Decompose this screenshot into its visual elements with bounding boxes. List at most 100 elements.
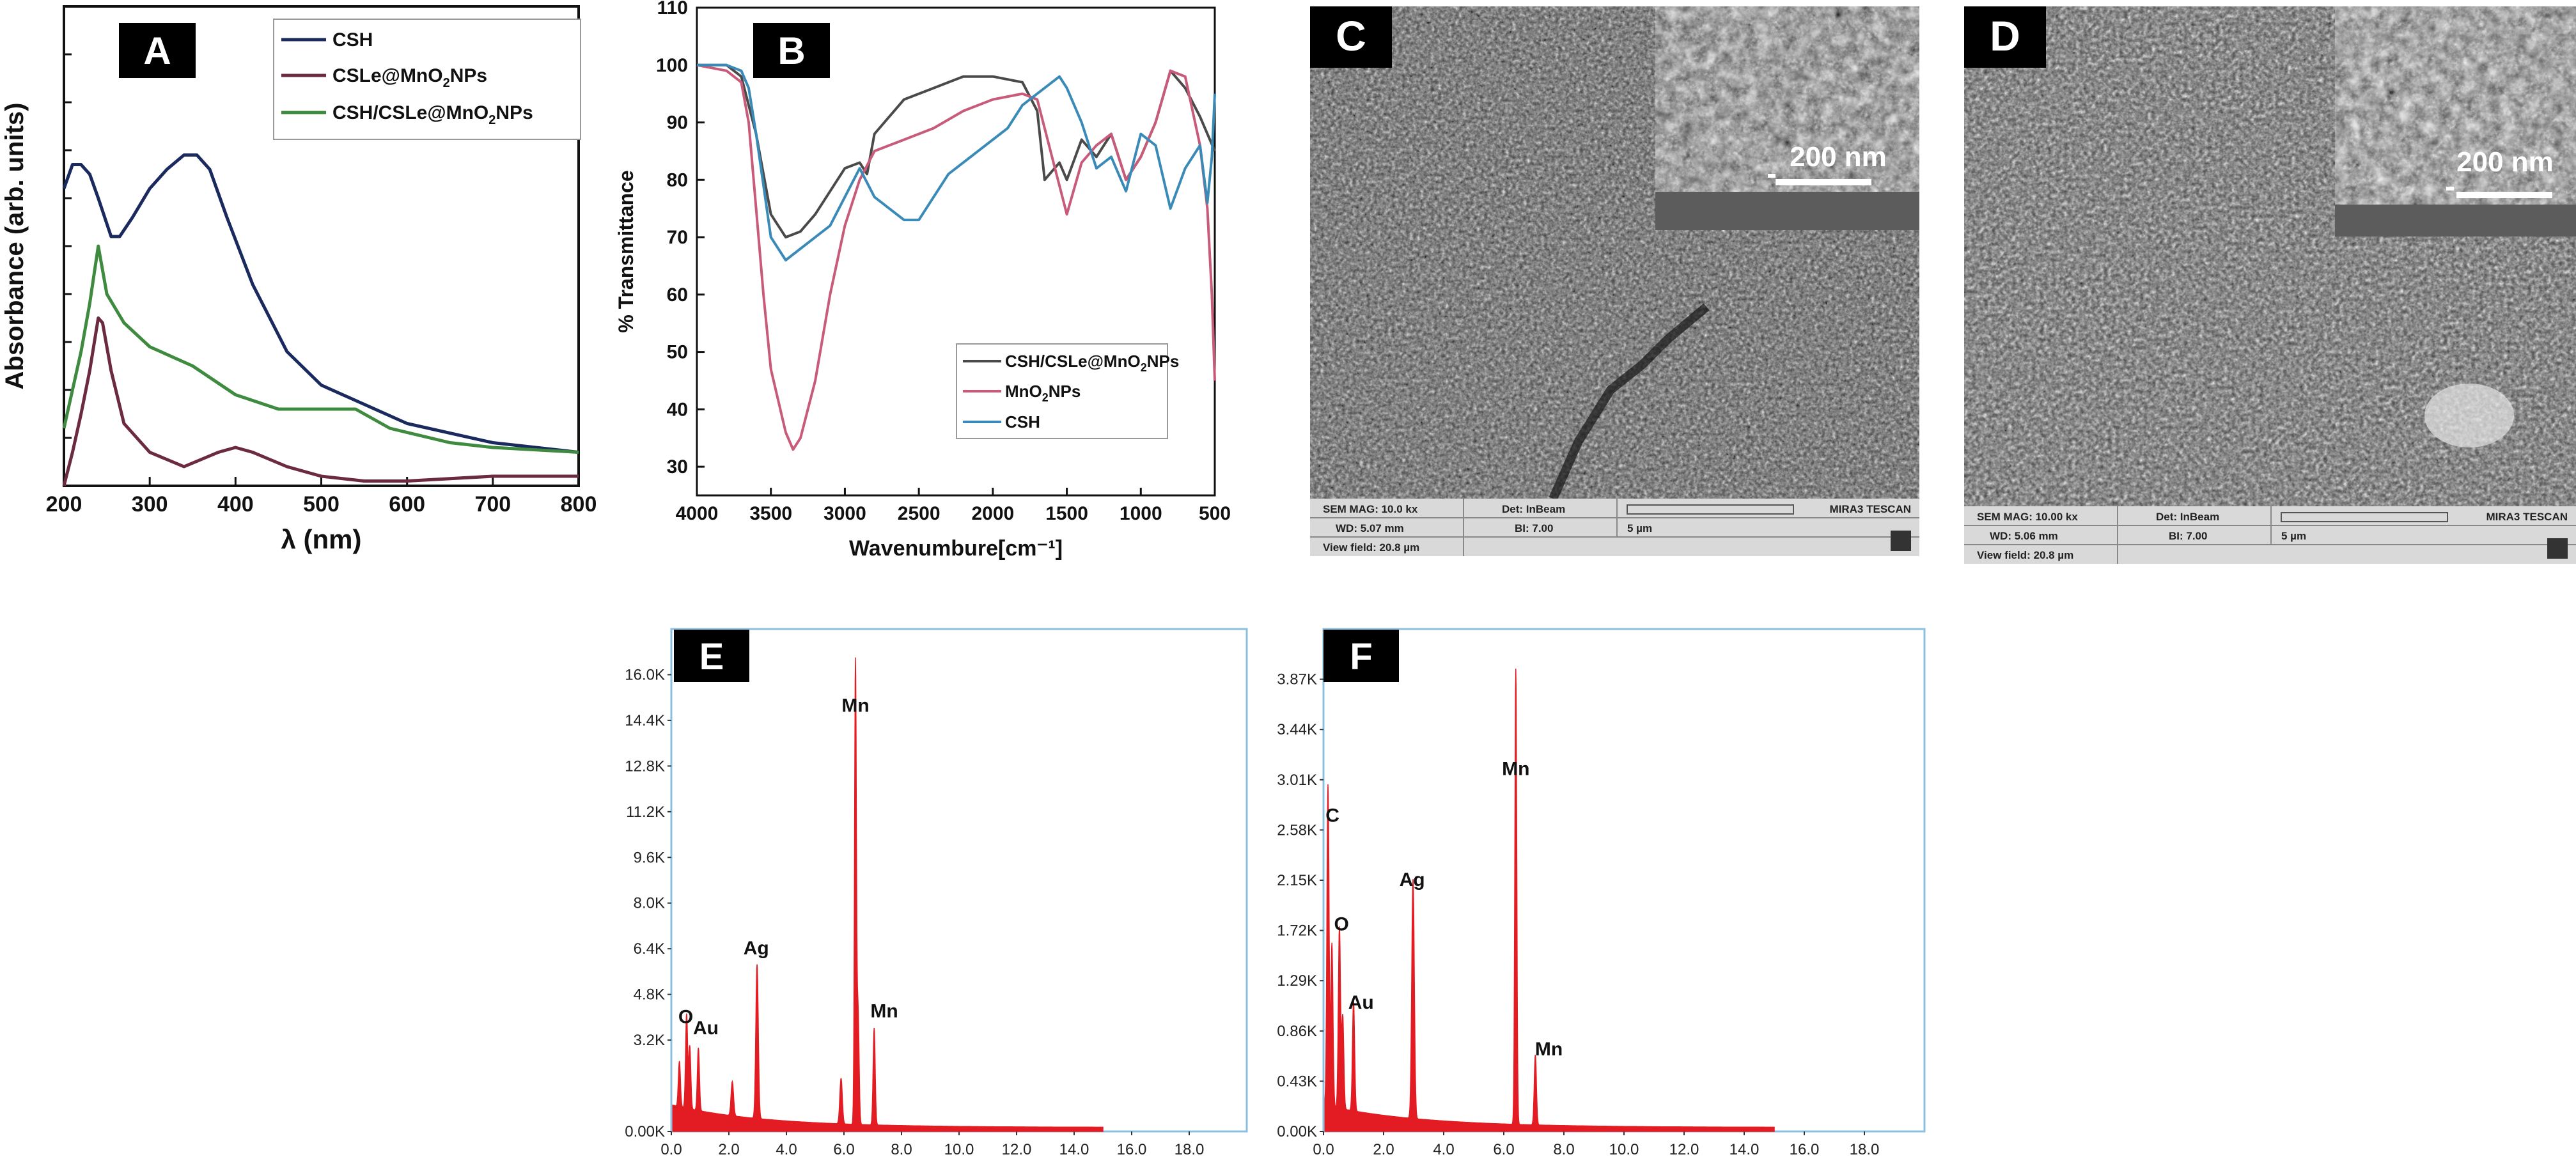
panel-d-footer-scale: 5 µm [2281, 530, 2306, 542]
peak-label-ag: Ag [744, 938, 769, 959]
x-tick-label: 600 [389, 492, 425, 517]
spectrum-area [1324, 668, 1775, 1132]
y-tick-label: 12.8K [625, 757, 665, 775]
y-tick-label: 70 [667, 227, 688, 248]
y-tick-label: 0.86K [1277, 1023, 1317, 1040]
x-tick-label: 14.0 [1059, 1141, 1089, 1158]
series-line-1 [62, 316, 579, 486]
panel-d-sem-texture: 200 nm SEM MAG: 10.00 kx Det: InBeam WD:… [1964, 6, 2576, 564]
panel-a-uv-chart: 200 300 400 500 600 700 800 λ (nm) Absorbance (a… [1, 5, 597, 554]
peak-label-o: O [1334, 914, 1349, 935]
panel-d-footer-brand: MIRA3 TESCAN [2486, 511, 2568, 523]
panel-e-tag-label: E [699, 636, 724, 678]
x-tick-label: 8.0 [891, 1141, 912, 1158]
y-tick-label: 4.8K [634, 986, 665, 1004]
panel-b-ftir-chart: 4000 3500 3000 2500 2000 1500 1000 500 30 40 50 60 7… [614, 0, 1231, 561]
panel-e-spectrum [672, 657, 1104, 1132]
legend-label-cshcsle: CSH/CSLe@MnO2NPs [332, 102, 533, 127]
x-tick-label: 2.0 [718, 1141, 739, 1158]
legend-label-csh: CSH [332, 29, 373, 50]
legend-label-ftir-mno2: MnO2NPs [1005, 382, 1081, 404]
x-tick-label: 700 [474, 492, 511, 517]
panel-c-footer-scale: 5 µm [1627, 522, 1652, 534]
x-tick-label: 4.0 [776, 1141, 797, 1158]
y-tick-label: 3.44K [1277, 721, 1317, 738]
panel-f-axes: 0.00K 0.43K 0.86K 1.29K 1.72K 2.15K 2.58K 3.01K… [1277, 628, 1926, 1158]
y-tick-label: 50 [667, 342, 688, 363]
panel-a-tag [119, 23, 196, 78]
panel-d-tag: D [1964, 6, 2046, 68]
panel-a-series [62, 153, 579, 486]
y-tick-label: 9.6K [634, 849, 665, 866]
peak-label-o: O [678, 1006, 693, 1027]
panel-c-tag: C [1310, 6, 1392, 68]
legend-label-ftir-csh: CSH [1005, 412, 1040, 431]
panel-a-axes: 200 300 400 500 600 700 800 λ (nm) Absorbance (a… [1, 5, 597, 554]
peak-label-mn: Mn [1502, 758, 1529, 779]
x-tick-label: 18.0 [1850, 1141, 1880, 1158]
panel-c-footer-mag: SEM MAG: 10.0 kx [1323, 503, 1418, 515]
y-tick-label: 1.72K [1277, 922, 1317, 940]
x-tick-label: 6.0 [1493, 1141, 1514, 1158]
x-axis-label: Wavenumbure[cm⁻¹] [849, 536, 1063, 561]
legend-label-ftir-cshcsle: CSH/CSLe@MnO2NPs [1005, 352, 1179, 374]
y-tick-label: 0.00K [1277, 1123, 1317, 1140]
y-tick-label: 110 [657, 0, 688, 19]
y-tick-label: 3.01K [1277, 772, 1317, 789]
panel-b-tag-label: B [777, 29, 805, 72]
panel-b-axes: 4000 3500 3000 2500 2000 1500 1000 500 30 40 50 60 7… [614, 0, 1231, 561]
series-line-2 [697, 63, 1216, 261]
x-tick-label: 1500 [1045, 503, 1088, 524]
x-tick-label: 12.0 [1669, 1141, 1699, 1158]
panel-d-footer-bi: BI: 7.00 [2169, 530, 2207, 542]
panel-e-annotations: OAu Ag Mn Mn [678, 695, 898, 1039]
panel-d-footer-mag: SEM MAG: 10.00 kx [1977, 511, 2078, 523]
panel-e-axes: 0.00K 3.2K 4.8K 6.4K 8.0K 9.6K 11.2K 12.8K 14.4K… [625, 628, 1248, 1158]
panel-c-footer-wd: WD: 5.07 mm [1336, 522, 1404, 534]
x-tick-label: 14.0 [1729, 1141, 1760, 1158]
x-tick-label: 3500 [749, 503, 792, 524]
panel-f-tag [1323, 630, 1399, 682]
x-tick-label: 4000 [676, 503, 719, 524]
legend-label-cslemno2: CSLe@MnO2NPs [332, 65, 487, 90]
peak-label-c: C [1325, 805, 1339, 827]
x-tick-label: 16.0 [1117, 1141, 1147, 1158]
y-tick-label: 0.43K [1277, 1073, 1317, 1090]
panel-c-footer-det: Det: InBeam [1502, 503, 1565, 515]
y-tick-label: 8.0K [634, 895, 665, 912]
peak-label-au: Au [693, 1018, 719, 1039]
plot-frame [670, 628, 1248, 1133]
peak-label-mn: Mn [1535, 1039, 1563, 1060]
y-tick-label: 3.2K [634, 1032, 665, 1049]
panel-d-footer-det: Det: InBeam [2156, 511, 2219, 523]
y-axis-label: % Transmittance [614, 170, 637, 332]
x-tick-label: 3000 [824, 503, 866, 524]
x-tick-label: 2000 [971, 503, 1014, 524]
panel-f-eds-chart: 0.00K 0.43K 0.86K 1.29K 1.72K 2.15K 2.58K 3.01K… [1277, 628, 1926, 1158]
x-tick-label: 500 [303, 492, 340, 517]
peak-label-mn: Mn [870, 1000, 898, 1022]
y-tick-label: 0.00K [625, 1123, 665, 1140]
panel-a-tag-label: A [143, 29, 171, 72]
panel-f-tag-label: F [1350, 636, 1372, 678]
x-tick-label: 18.0 [1175, 1141, 1205, 1158]
x-tick-label: 1000 [1120, 503, 1162, 524]
panel-c-inset-scale: 200 nm [1790, 141, 1887, 173]
spectrum-area [672, 657, 1104, 1132]
y-tick-label: 2.58K [1277, 821, 1317, 839]
plot-frame [696, 6, 1216, 497]
x-tick-label: 8.0 [1553, 1141, 1574, 1158]
x-tick-label: 16.0 [1790, 1141, 1820, 1158]
x-tick-label: 2500 [898, 503, 941, 524]
x-tick-label: 2.0 [1373, 1141, 1394, 1158]
x-tick-label: 300 [132, 492, 168, 517]
y-tick-label: 90 [667, 113, 688, 134]
peak-label-mn: Mn [841, 695, 869, 717]
y-tick-label: 16.0K [625, 666, 665, 683]
x-tick-label: 0.0 [660, 1141, 682, 1158]
panel-d-scalebar [2281, 512, 2448, 522]
panel-c-sem-texture: 200 nm SEM MAG: 10.0 kx Det: InBeam WD: … [1310, 6, 1919, 556]
x-tick-label: 800 [561, 492, 597, 517]
x-tick-label: 10.0 [944, 1141, 974, 1158]
panel-c-tag-label: C [1336, 12, 1366, 59]
